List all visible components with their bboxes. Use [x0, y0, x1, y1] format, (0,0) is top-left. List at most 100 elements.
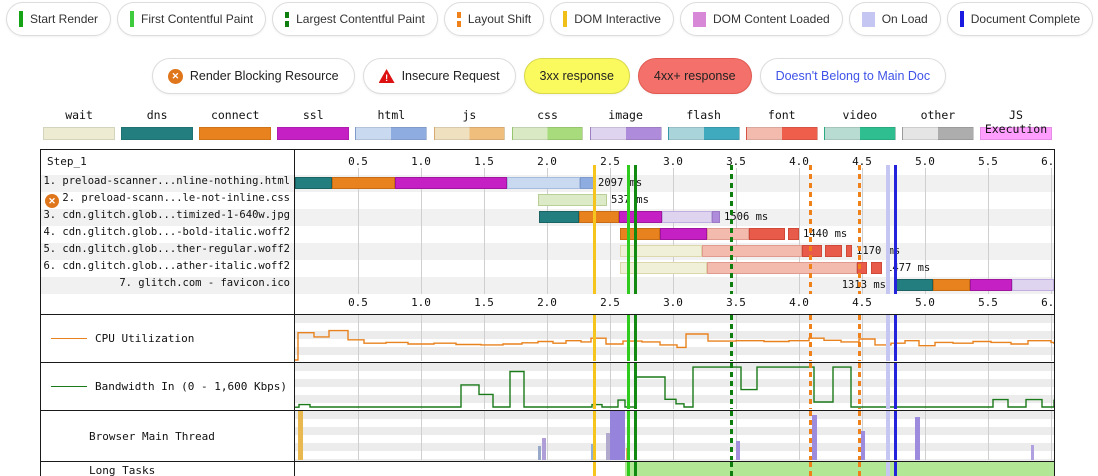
insecure-request-label: Insecure Request: [401, 69, 500, 83]
request-3-label[interactable]: 3. cdn.glitch.glob...timized-1-640w.jpg: [43, 209, 290, 221]
main-thread-activity-spike: [298, 411, 303, 460]
js-execution-label: JS Execution: [984, 108, 1048, 136]
request-5-font_end-bar[interactable]: [825, 245, 842, 257]
insecure-request-pill: Insecure Request: [362, 58, 516, 94]
request-7-dns-bar[interactable]: [894, 279, 933, 291]
request-1-html-bar[interactable]: [507, 177, 580, 189]
request-3-image_end-bar[interactable]: [712, 211, 720, 223]
request-6-font_end-bar[interactable]: [857, 262, 867, 274]
layout-shift-line-1: [809, 315, 812, 361]
start-render-line: [627, 462, 630, 476]
request-5-font_end-bar[interactable]: [802, 245, 822, 257]
bandwidth-in-line: [295, 366, 1054, 408]
layout-shift-line-2: [858, 315, 861, 361]
request-3-connect-bar[interactable]: [579, 211, 619, 223]
axis-tick-1.0: 1.0: [411, 155, 431, 168]
start-render-line: [627, 411, 630, 460]
step-label: Step_1: [47, 155, 87, 168]
resource-legend-js: js: [430, 108, 508, 140]
request-6-label[interactable]: 6. cdn.glitch.glob...ather-italic.woff2: [43, 260, 290, 272]
gridline: [736, 315, 737, 361]
first-contentful-paint-icon: [130, 11, 135, 27]
request-7-connect-bar[interactable]: [933, 279, 970, 291]
render-blocking-resource-label: Render Blocking Resource: [189, 69, 339, 83]
flash-swatch: [667, 127, 740, 140]
request-7-image-bar[interactable]: [1012, 279, 1054, 291]
other-swatch: [901, 127, 974, 140]
request-4-ssl-bar[interactable]: [660, 228, 707, 240]
layout-shift-legend-pill: Layout Shift: [443, 2, 545, 36]
axis-tick-3.5: 3.5: [726, 296, 746, 309]
resource-legend-dns: dns: [118, 108, 196, 140]
request-4-label[interactable]: 4. cdn.glitch.glob...-bold-italic.woff2: [43, 226, 290, 238]
request-6-font-bar[interactable]: [707, 262, 857, 274]
request-5-font-bar[interactable]: [702, 245, 802, 257]
request-3-ssl-bar[interactable]: [619, 211, 662, 223]
doesnt-belong-to-main-doc-label: Doesn't Belong to Main Doc: [775, 69, 931, 83]
connect-swatch: [199, 127, 272, 140]
axis-tick-2.5: 2.5: [600, 296, 620, 309]
axis-tick-4.5: 4.5: [852, 296, 872, 309]
cpu-utilization-chart: [295, 315, 1054, 362]
image-label: image: [608, 108, 643, 122]
gridline: [988, 168, 989, 294]
request-7-ssl-bar[interactable]: [970, 279, 1012, 291]
request-6-wait-bar[interactable]: [620, 262, 707, 274]
largest-contentful-paint-line: [730, 165, 733, 294]
resource-type-legend: wait dns connect ssl html js css image flash font…: [40, 108, 1055, 140]
layout-shift-line-1: [809, 462, 812, 476]
long-tasks-label-area: Long Tasks: [41, 462, 342, 476]
largest-contentful-paint-line: [730, 315, 733, 361]
doesnt-belong-to-main-doc-pill[interactable]: Doesn't Belong to Main Doc: [759, 58, 947, 94]
on-load-label: On Load: [881, 12, 928, 26]
dom-interactive-legend-pill: DOM Interactive: [550, 2, 674, 36]
request-4-font-bar[interactable]: [707, 228, 749, 240]
request-4-font_end-bar[interactable]: [749, 228, 785, 240]
request-4-font_end-bar[interactable]: [788, 228, 799, 240]
long-tasks-label: Long Tasks: [89, 463, 156, 476]
request-7-label[interactable]: 7. glitch.com - favicon.ico: [119, 277, 290, 289]
request-4-connect-bar[interactable]: [620, 228, 660, 240]
request-3-dns-bar[interactable]: [539, 211, 579, 223]
gridline: [862, 363, 863, 409]
request-1-dns-bar[interactable]: [295, 177, 332, 189]
request-1-connect-bar[interactable]: [332, 177, 395, 189]
resource-legend-css: css: [508, 108, 586, 140]
gridline: [799, 411, 800, 460]
request-1-html_end-bar[interactable]: [580, 177, 594, 189]
resource-legend-image: image: [587, 108, 665, 140]
gridline: [925, 315, 926, 361]
request-1-ssl-bar[interactable]: [395, 177, 507, 189]
start-render-legend-pill: Start Render: [6, 2, 112, 36]
gridline: [547, 168, 548, 294]
layout-shift-line-2: [858, 363, 861, 409]
document-complete-label: Document Complete: [970, 12, 1081, 26]
first-contentful-paint-legend-pill: First Contentful Paint: [117, 2, 267, 36]
gridline: [862, 168, 863, 294]
ssl-label: ssl: [302, 108, 324, 122]
request-1-label[interactable]: 1. preload-scanner...nline-nothing.html: [43, 175, 290, 187]
request-status-legend: ✕ Render Blocking Resource Insecure Reques…: [0, 58, 1098, 94]
request-2-label[interactable]: 2. preload-scann...le-not-inline.css: [62, 192, 290, 204]
axis-tick-4.0: 4.0: [789, 296, 809, 309]
request-5-label[interactable]: 5. cdn.glitch.glob...ther-regular.woff2: [43, 243, 290, 255]
long-task-bar: [625, 462, 1054, 476]
dom-content-loaded-icon: [692, 11, 706, 27]
axis-tick-1.5: 1.5: [474, 296, 494, 309]
wait-swatch: [43, 127, 115, 140]
video-label: video: [842, 108, 878, 122]
axis-tick-5.5: 5.5: [978, 155, 998, 168]
gridline: [547, 363, 548, 409]
request-2-css-bar[interactable]: [538, 194, 607, 206]
document-complete-icon: [959, 11, 964, 27]
largest-contentful-paint-line: [730, 363, 733, 409]
request-3-image-bar[interactable]: [662, 211, 712, 223]
request-6-font_end-bar[interactable]: [871, 262, 882, 274]
request-5-font_end-bar[interactable]: [846, 245, 852, 257]
other-label: other: [920, 108, 956, 122]
request-5-wait-bar[interactable]: [620, 245, 702, 257]
axis-tick-4.5: 4.5: [852, 155, 872, 168]
gridline: [610, 363, 611, 409]
on-load-icon: [861, 11, 875, 27]
